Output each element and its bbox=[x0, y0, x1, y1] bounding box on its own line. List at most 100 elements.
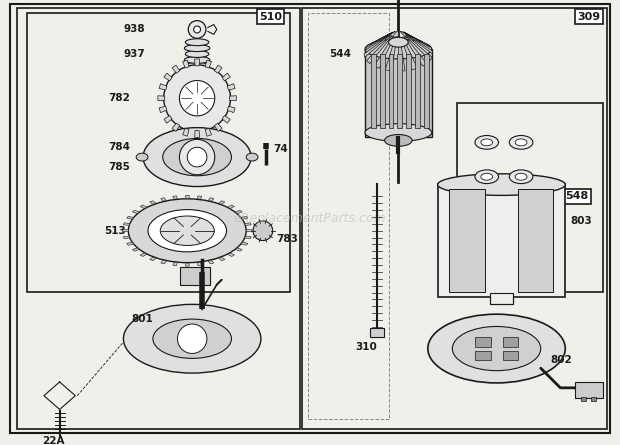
Polygon shape bbox=[374, 36, 394, 68]
Polygon shape bbox=[123, 230, 128, 232]
Bar bbox=[503, 337, 518, 347]
Polygon shape bbox=[400, 31, 412, 38]
Bar bbox=[581, 396, 586, 400]
Polygon shape bbox=[403, 32, 423, 42]
Bar bbox=[438, 184, 565, 296]
Ellipse shape bbox=[481, 139, 493, 146]
Polygon shape bbox=[404, 36, 427, 66]
Text: 803: 803 bbox=[570, 216, 592, 226]
Circle shape bbox=[253, 221, 273, 241]
Polygon shape bbox=[227, 84, 235, 90]
Polygon shape bbox=[161, 198, 166, 201]
Bar bbox=[397, 54, 402, 128]
Polygon shape bbox=[159, 84, 167, 90]
Polygon shape bbox=[245, 223, 251, 225]
Polygon shape bbox=[126, 242, 133, 245]
Ellipse shape bbox=[428, 314, 565, 383]
Bar bbox=[475, 337, 490, 347]
Polygon shape bbox=[222, 73, 230, 81]
Polygon shape bbox=[123, 236, 130, 239]
Circle shape bbox=[193, 26, 200, 33]
Polygon shape bbox=[208, 198, 214, 201]
Text: 310: 310 bbox=[355, 342, 377, 352]
Polygon shape bbox=[158, 96, 165, 101]
Polygon shape bbox=[208, 260, 214, 264]
Bar bbox=[370, 328, 384, 337]
Polygon shape bbox=[149, 201, 156, 204]
Polygon shape bbox=[401, 37, 417, 70]
Text: 784: 784 bbox=[108, 142, 131, 152]
Text: 74: 74 bbox=[273, 144, 288, 154]
Ellipse shape bbox=[475, 135, 498, 149]
Ellipse shape bbox=[509, 135, 533, 149]
Polygon shape bbox=[241, 242, 248, 245]
Text: 510: 510 bbox=[259, 12, 282, 22]
Circle shape bbox=[187, 147, 207, 167]
Polygon shape bbox=[229, 96, 236, 101]
Polygon shape bbox=[392, 31, 399, 37]
Text: 801: 801 bbox=[131, 314, 153, 324]
Bar bbox=[379, 54, 384, 128]
Bar bbox=[389, 54, 394, 128]
Circle shape bbox=[188, 20, 206, 38]
Polygon shape bbox=[164, 116, 172, 123]
Ellipse shape bbox=[509, 170, 533, 184]
Polygon shape bbox=[405, 32, 430, 48]
Polygon shape bbox=[195, 130, 200, 138]
Bar bbox=[27, 13, 290, 291]
Ellipse shape bbox=[153, 319, 231, 358]
Polygon shape bbox=[215, 65, 222, 73]
Polygon shape bbox=[218, 257, 225, 261]
Text: 22A: 22A bbox=[42, 436, 64, 445]
Ellipse shape bbox=[162, 138, 231, 176]
Text: 785: 785 bbox=[108, 162, 131, 172]
Bar bbox=[365, 49, 432, 138]
Polygon shape bbox=[385, 37, 397, 71]
Polygon shape bbox=[364, 34, 391, 57]
Ellipse shape bbox=[136, 153, 148, 161]
Ellipse shape bbox=[481, 173, 493, 180]
Ellipse shape bbox=[438, 174, 565, 195]
Circle shape bbox=[164, 65, 231, 132]
Polygon shape bbox=[370, 32, 393, 44]
Polygon shape bbox=[215, 123, 222, 131]
Ellipse shape bbox=[475, 170, 498, 184]
Bar bbox=[424, 54, 429, 128]
Ellipse shape bbox=[246, 153, 258, 161]
Ellipse shape bbox=[389, 37, 408, 47]
Ellipse shape bbox=[123, 304, 261, 373]
Polygon shape bbox=[366, 36, 392, 64]
Text: 548: 548 bbox=[565, 191, 588, 202]
Polygon shape bbox=[399, 37, 405, 71]
Bar bbox=[308, 13, 389, 419]
Polygon shape bbox=[140, 253, 147, 256]
Polygon shape bbox=[241, 216, 248, 219]
Circle shape bbox=[179, 139, 215, 175]
Polygon shape bbox=[197, 262, 202, 266]
Ellipse shape bbox=[515, 139, 527, 146]
Polygon shape bbox=[132, 248, 140, 251]
Circle shape bbox=[179, 81, 215, 116]
Polygon shape bbox=[246, 230, 252, 232]
Bar bbox=[371, 54, 376, 128]
Text: 309: 309 bbox=[577, 12, 600, 22]
Polygon shape bbox=[149, 257, 156, 261]
Bar bbox=[450, 189, 485, 291]
Ellipse shape bbox=[128, 199, 246, 263]
Ellipse shape bbox=[148, 210, 226, 252]
Ellipse shape bbox=[184, 57, 210, 63]
Bar bbox=[415, 54, 420, 128]
Bar bbox=[180, 267, 210, 285]
Polygon shape bbox=[183, 128, 189, 136]
Text: 937: 937 bbox=[123, 49, 145, 59]
Polygon shape bbox=[172, 65, 180, 73]
Polygon shape bbox=[123, 223, 130, 225]
Bar bbox=[302, 8, 606, 429]
Polygon shape bbox=[164, 73, 172, 81]
Text: 513: 513 bbox=[104, 226, 126, 236]
Bar bbox=[458, 103, 603, 291]
Ellipse shape bbox=[143, 128, 251, 186]
Polygon shape bbox=[183, 60, 189, 68]
Polygon shape bbox=[140, 205, 147, 209]
Bar bbox=[490, 293, 513, 304]
